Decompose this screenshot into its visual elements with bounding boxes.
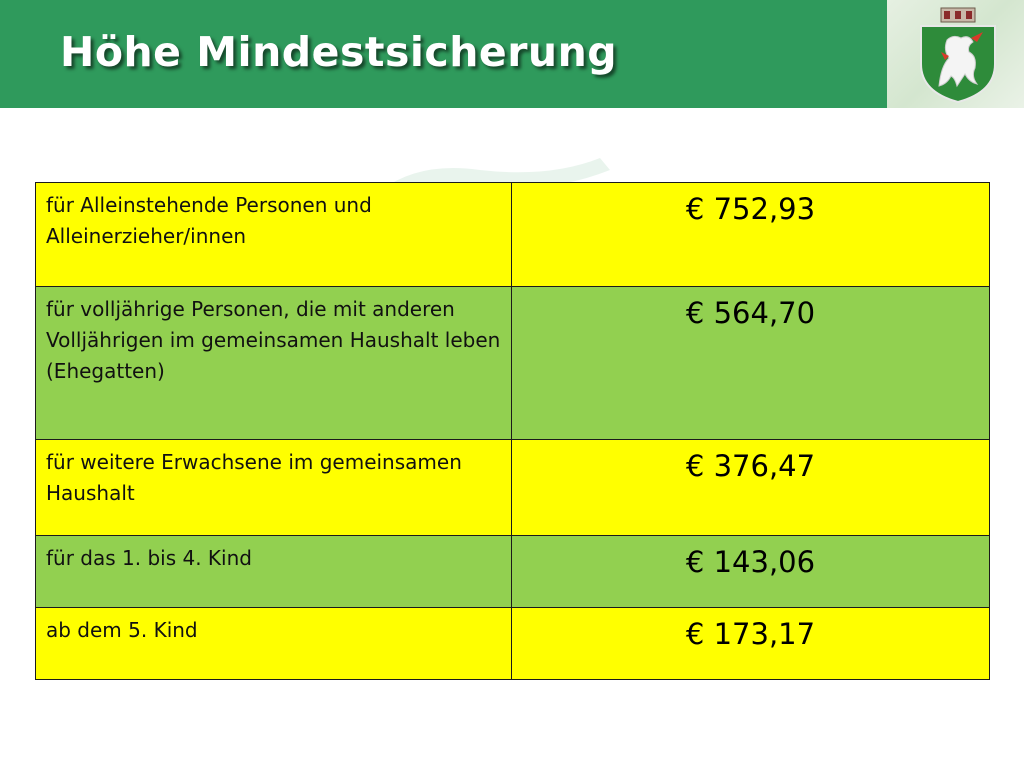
row-label: für Alleinstehende Personen und Alleiner… [35, 182, 512, 287]
table-row: für volljährige Personen, die mit andere… [35, 286, 990, 440]
row-label: ab dem 5. Kind [35, 607, 512, 680]
row-label: für weitere Erwachsene im gemeinsamen Ha… [35, 439, 512, 536]
row-amount: € 376,47 [511, 439, 990, 536]
slide-title: Höhe Mindestsicherung [60, 28, 618, 76]
table-row: für Alleinstehende Personen und Alleiner… [35, 182, 990, 287]
row-label: für das 1. bis 4. Kind [35, 535, 512, 608]
row-amount: € 752,93 [511, 182, 990, 287]
row-amount: € 173,17 [511, 607, 990, 680]
table-row: für weitere Erwachsene im gemeinsamen Ha… [35, 439, 990, 536]
rates-table: für Alleinstehende Personen und Alleiner… [35, 182, 990, 680]
row-amount: € 143,06 [511, 535, 990, 608]
header-band [0, 0, 887, 108]
row-label: für volljährige Personen, die mit andere… [35, 286, 512, 440]
table-row: ab dem 5. Kind € 173,17 [35, 607, 990, 680]
styrian-panther-crest-icon [920, 7, 996, 104]
row-amount: € 564,70 [511, 286, 990, 440]
table-row: für das 1. bis 4. Kind € 143,06 [35, 535, 990, 608]
